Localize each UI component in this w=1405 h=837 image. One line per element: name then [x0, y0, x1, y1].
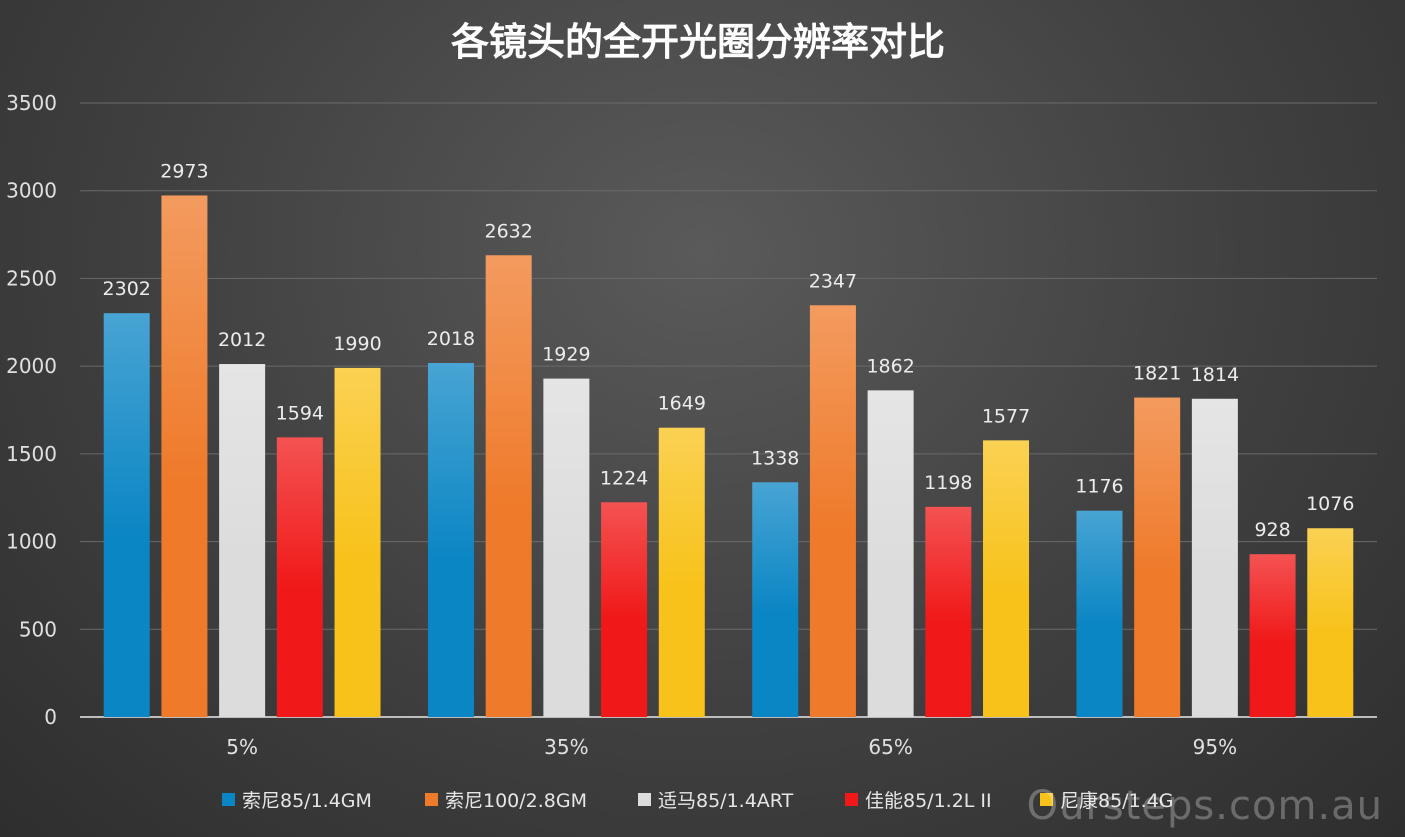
legend-swatch	[845, 793, 858, 806]
y-tick-label: 1500	[6, 442, 57, 466]
bar	[427, 362, 474, 717]
data-label: 1076	[1306, 493, 1354, 515]
data-label: 1814	[1191, 364, 1239, 386]
bar	[161, 195, 208, 717]
x-category-label: 5%	[226, 735, 258, 759]
data-label: 1929	[542, 344, 590, 366]
bar	[1307, 528, 1354, 717]
bar	[543, 378, 590, 717]
bar	[103, 313, 150, 717]
bar	[334, 367, 381, 717]
legend-label: 适马85/1.4ART	[658, 790, 794, 812]
bars	[103, 195, 1354, 717]
data-label: 2018	[427, 328, 475, 350]
x-category-label: 35%	[544, 735, 588, 759]
bar	[601, 502, 648, 717]
bar	[925, 506, 972, 717]
x-axis-categories: 5% 35% 65% 95%	[226, 735, 1237, 759]
bar	[485, 255, 532, 717]
data-label: 1594	[276, 402, 324, 424]
bar	[809, 305, 856, 717]
gridlines	[80, 102, 1377, 718]
data-label: 1821	[1133, 363, 1181, 385]
data-label: 1990	[333, 333, 381, 355]
data-label: 1862	[866, 355, 914, 377]
legend-label: 佳能85/1.2L II	[865, 790, 992, 812]
y-tick-label: 0	[44, 705, 57, 729]
data-label: 2347	[809, 270, 857, 292]
x-category-label: 65%	[868, 735, 912, 759]
legend-label: 尼康85/1.4G	[1060, 790, 1174, 812]
bar	[276, 437, 323, 717]
data-label: 2632	[484, 220, 532, 242]
chart-title: 各镜头的全开光圈分辨率对比	[451, 20, 945, 64]
data-label: 1338	[751, 447, 799, 469]
data-label: 1176	[1075, 476, 1123, 498]
bar	[1076, 510, 1123, 717]
watermark: Oursteps.com.au	[1026, 783, 1383, 829]
y-tick-label: 3500	[6, 91, 57, 115]
y-tick-label: 2000	[6, 354, 57, 378]
legend-swatch	[222, 793, 235, 806]
legend-swatch	[1040, 793, 1053, 806]
data-label: 1649	[658, 393, 706, 415]
legend-swatch	[638, 793, 651, 806]
bar	[219, 364, 266, 717]
data-label: 2973	[160, 160, 208, 182]
bar	[752, 482, 799, 717]
legend-label: 索尼85/1.4GM	[242, 790, 372, 812]
data-label: 928	[1254, 519, 1290, 541]
data-labels: 2302 2973 2012 1594 1990 2018 2632 1929 1224 1649…	[103, 160, 1355, 541]
legend-label: 索尼100/2.8GM	[445, 790, 587, 812]
y-tick-label: 3000	[6, 179, 57, 203]
bar	[658, 427, 705, 717]
x-category-label: 95%	[1193, 735, 1237, 759]
bar	[867, 390, 914, 717]
bar	[1191, 398, 1238, 717]
bar	[983, 440, 1030, 717]
data-label: 1577	[982, 405, 1030, 427]
bar	[1249, 554, 1296, 717]
y-tick-label: 500	[19, 617, 57, 641]
data-label: 2012	[218, 329, 266, 351]
bar	[1134, 397, 1181, 717]
data-label: 1198	[924, 472, 972, 494]
y-tick-label: 1000	[6, 530, 57, 554]
y-tick-label: 2500	[6, 266, 57, 290]
legend-swatch	[425, 793, 438, 806]
data-label: 2302	[103, 278, 151, 300]
data-label: 1224	[600, 467, 648, 489]
legend: 索尼85/1.4GM 索尼100/2.8GM 适马85/1.4ART 佳能85/1.2…	[222, 790, 1174, 812]
y-axis-ticks: 0 500 1000 1500 2000 2500 3000 3500	[6, 91, 57, 729]
